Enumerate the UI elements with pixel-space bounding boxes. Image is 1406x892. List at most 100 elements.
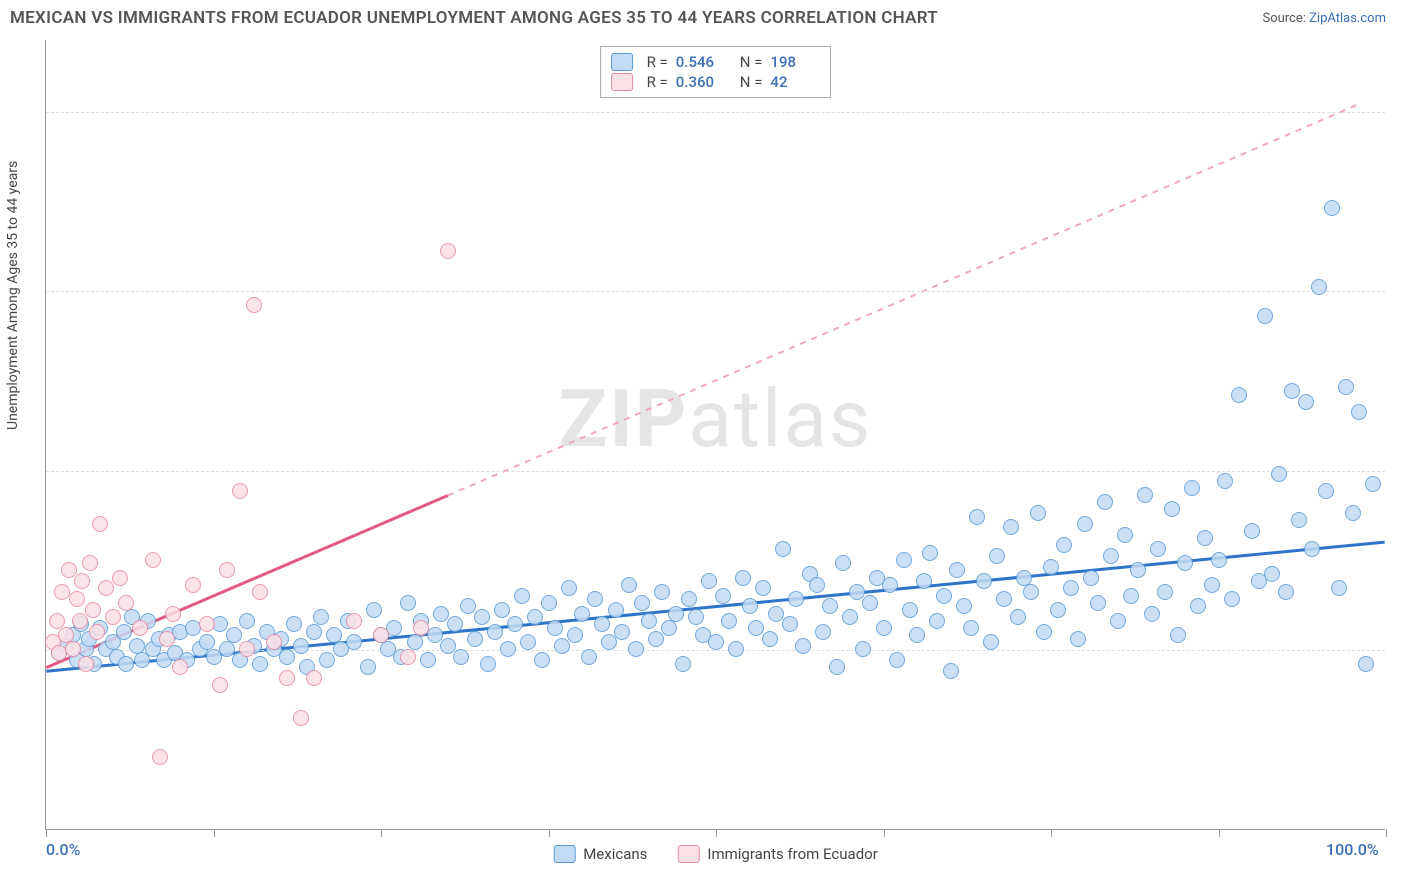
r-value: 0.546 <box>676 53 726 71</box>
data-point <box>373 627 389 643</box>
data-point <box>862 595 878 611</box>
data-point <box>286 616 302 632</box>
gridline <box>46 471 1385 472</box>
data-point <box>145 552 161 568</box>
x-tick <box>1219 829 1220 837</box>
data-point <box>400 649 416 665</box>
data-point <box>822 598 838 614</box>
data-point <box>648 631 664 647</box>
legend-bottom: Mexicans Immigrants from Ecuador <box>553 845 878 863</box>
data-point <box>621 577 637 593</box>
data-point <box>601 634 617 650</box>
data-point <box>346 613 362 629</box>
data-point <box>795 638 811 654</box>
data-point <box>447 616 463 632</box>
source-link[interactable]: ZipAtlas.com <box>1309 11 1386 26</box>
data-point <box>909 627 925 643</box>
data-point <box>661 620 677 636</box>
data-point <box>1264 566 1280 582</box>
r-value: 0.360 <box>676 73 726 91</box>
data-point <box>1231 387 1247 403</box>
source-label: Source: ZipAtlas.com <box>1262 11 1386 26</box>
data-point <box>1358 656 1374 672</box>
data-point <box>1184 480 1200 496</box>
data-point <box>219 562 235 578</box>
data-point <box>1123 588 1139 604</box>
data-point <box>1083 570 1099 586</box>
data-point <box>65 641 81 657</box>
data-point <box>1197 530 1213 546</box>
data-point <box>882 577 898 593</box>
data-point <box>608 602 624 618</box>
data-point <box>809 577 825 593</box>
data-point <box>132 620 148 636</box>
data-point <box>996 591 1012 607</box>
data-point <box>1097 494 1113 510</box>
data-point <box>708 634 724 650</box>
data-point <box>98 580 114 596</box>
legend-item-mexicans: Mexicans <box>553 845 647 863</box>
scatter-chart: ZIPatlas R = 0.546 N = 198 R = 0.360 N =… <box>45 40 1385 830</box>
data-point <box>721 613 737 629</box>
data-point <box>232 483 248 499</box>
data-point <box>1304 541 1320 557</box>
data-point <box>715 588 731 604</box>
data-point <box>500 641 516 657</box>
legend-row-mexicans: R = 0.546 N = 198 <box>611 53 821 71</box>
data-point <box>1130 562 1146 578</box>
n-value: 198 <box>770 53 820 71</box>
data-point <box>963 620 979 636</box>
data-point <box>105 609 121 625</box>
data-point <box>949 562 965 578</box>
n-value: 42 <box>770 73 820 91</box>
x-tick-label: 100.0% <box>1326 840 1379 859</box>
data-point <box>49 613 65 629</box>
x-tick <box>716 829 717 837</box>
data-point <box>185 577 201 593</box>
swatch-icon <box>611 53 633 71</box>
data-point <box>1023 584 1039 600</box>
data-point <box>112 570 128 586</box>
data-point <box>306 670 322 686</box>
data-point <box>279 649 295 665</box>
data-point <box>319 652 335 668</box>
data-point <box>1298 394 1314 410</box>
data-point <box>956 598 972 614</box>
data-point <box>520 634 536 650</box>
y-axis-label: Unemployment Among Ages 35 to 44 years <box>5 161 21 430</box>
data-point <box>1365 476 1381 492</box>
data-point <box>252 584 268 600</box>
data-point <box>581 649 597 665</box>
x-tick <box>884 829 885 837</box>
x-tick <box>1051 829 1052 837</box>
data-point <box>735 570 751 586</box>
data-point <box>976 573 992 589</box>
data-point <box>85 602 101 618</box>
data-point <box>1010 609 1026 625</box>
x-tick <box>381 829 382 837</box>
data-point <box>1257 308 1273 324</box>
data-point <box>89 624 105 640</box>
data-point <box>574 606 590 622</box>
data-point <box>116 624 132 640</box>
data-point <box>1278 584 1294 600</box>
data-point <box>755 580 771 596</box>
data-point <box>1244 523 1260 539</box>
data-point <box>239 641 255 657</box>
x-tick-label: 0.0% <box>46 840 80 859</box>
data-point <box>1331 580 1347 596</box>
data-point <box>92 516 108 532</box>
data-point <box>366 602 382 618</box>
data-point <box>916 573 932 589</box>
data-point <box>252 656 268 672</box>
legend-item-ecuador: Immigrants from Ecuador <box>677 845 877 863</box>
data-point <box>1157 584 1173 600</box>
data-point <box>400 595 416 611</box>
data-point <box>782 616 798 632</box>
data-point <box>346 634 362 650</box>
data-point <box>159 631 175 647</box>
data-point <box>152 749 168 765</box>
data-point <box>480 656 496 672</box>
data-point <box>788 591 804 607</box>
data-point <box>815 624 831 640</box>
